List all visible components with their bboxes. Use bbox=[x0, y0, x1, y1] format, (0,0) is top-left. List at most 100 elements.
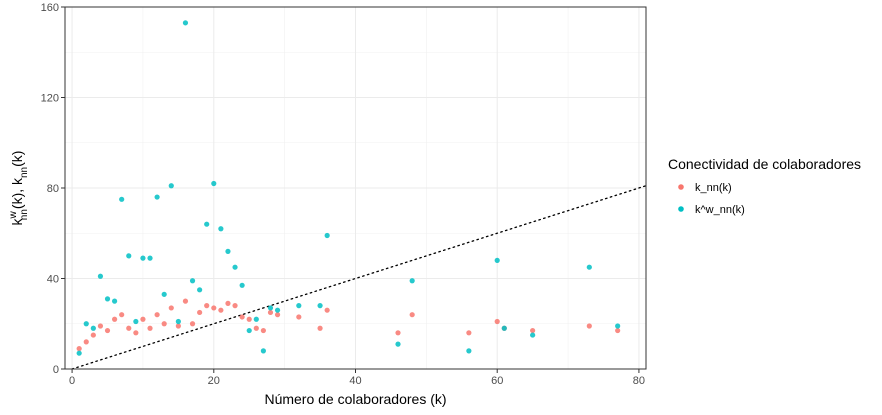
y-axis-title-base1: k bbox=[9, 217, 25, 225]
x-tick-label: 20 bbox=[208, 375, 220, 387]
point-series-2 bbox=[175, 318, 181, 325]
point-series-2 bbox=[168, 183, 174, 189]
point-series-1 bbox=[76, 346, 82, 352]
point-series-1 bbox=[126, 325, 132, 331]
point-series-2 bbox=[182, 20, 189, 26]
point-series-2 bbox=[83, 321, 89, 327]
point-series-2 bbox=[126, 253, 132, 259]
point-series-2 bbox=[154, 194, 160, 200]
point-series-1 bbox=[83, 339, 89, 345]
y-tick-label: 80 bbox=[47, 183, 59, 195]
point-series-2 bbox=[586, 264, 592, 270]
legend-key-2 bbox=[678, 206, 684, 212]
point-series-2 bbox=[501, 325, 507, 331]
point-series-2 bbox=[204, 221, 210, 227]
point-series-2 bbox=[133, 318, 139, 325]
point-series-1 bbox=[615, 327, 621, 334]
point-series-1 bbox=[530, 327, 536, 334]
point-series-1 bbox=[409, 312, 415, 318]
point-series-2 bbox=[296, 303, 302, 309]
point-series-1 bbox=[274, 312, 281, 318]
point-series-1 bbox=[133, 330, 139, 336]
legend-label-2: k^w_nn(k) bbox=[695, 204, 745, 216]
point-series-2 bbox=[161, 291, 167, 297]
point-series-2 bbox=[494, 257, 500, 263]
point-series-1 bbox=[218, 307, 224, 313]
point-series-1 bbox=[466, 330, 472, 336]
reference-line-layer bbox=[71, 185, 647, 370]
point-series-2 bbox=[530, 332, 536, 338]
point-series-2 bbox=[409, 278, 415, 284]
x-tick-label: 80 bbox=[633, 375, 645, 387]
point-series-2 bbox=[260, 348, 266, 354]
point-series-2 bbox=[225, 248, 231, 254]
point-series-1 bbox=[189, 321, 196, 327]
y-tick-label: 160 bbox=[41, 2, 59, 14]
point-series-1 bbox=[147, 325, 153, 331]
point-series-1 bbox=[253, 325, 259, 331]
point-series-1 bbox=[154, 312, 160, 318]
point-series-1 bbox=[161, 321, 167, 327]
point-series-2 bbox=[140, 255, 146, 261]
y-axis-title-mid: (k), k bbox=[9, 177, 25, 209]
point-series-1 bbox=[395, 330, 401, 336]
point-series-1 bbox=[90, 332, 96, 338]
point-series-2 bbox=[90, 325, 96, 331]
point-series-2 bbox=[104, 296, 111, 302]
point-series-1 bbox=[225, 300, 231, 306]
point-series-1 bbox=[317, 325, 323, 331]
point-series-2 bbox=[274, 307, 281, 313]
point-series-1 bbox=[182, 298, 189, 304]
y-tick-label: 0 bbox=[53, 364, 59, 376]
point-series-2 bbox=[111, 298, 118, 304]
points-layer bbox=[76, 20, 621, 356]
point-series-1 bbox=[111, 316, 118, 322]
point-series-1 bbox=[246, 316, 252, 322]
point-series-2 bbox=[324, 232, 330, 239]
point-series-2 bbox=[239, 282, 245, 288]
point-series-1 bbox=[211, 305, 217, 311]
point-series-1 bbox=[260, 327, 266, 334]
x-tick-label: 60 bbox=[491, 375, 503, 387]
y-axis-title-sub1: nn bbox=[19, 209, 30, 220]
point-series-2 bbox=[218, 226, 224, 232]
y-axis-title-end: (k) bbox=[9, 151, 25, 167]
point-series-2 bbox=[197, 287, 203, 293]
point-series-1 bbox=[168, 305, 174, 311]
point-series-2 bbox=[395, 341, 401, 347]
legend-key-1 bbox=[678, 184, 684, 190]
point-series-2 bbox=[97, 273, 104, 279]
point-series-2 bbox=[211, 180, 217, 187]
point-series-2 bbox=[317, 303, 323, 309]
x-tick-label: 40 bbox=[349, 375, 361, 387]
point-series-2 bbox=[615, 323, 621, 329]
legend-items: k_nn(k) k^w_nn(k) bbox=[678, 182, 745, 216]
x-tick-label: 0 bbox=[69, 375, 75, 387]
point-series-2 bbox=[267, 305, 274, 311]
legend-title: Conectividad de colaboradores bbox=[668, 156, 861, 172]
point-series-1 bbox=[97, 323, 104, 329]
y-tick-label: 120 bbox=[41, 93, 59, 105]
point-series-1 bbox=[140, 316, 146, 322]
y-axis-ticks: 0 40 80 120 160 bbox=[41, 2, 65, 376]
point-series-1 bbox=[175, 323, 181, 329]
x-axis-ticks: 0 20 40 60 80 bbox=[69, 369, 645, 387]
legend: Conectividad de colaboradores k_nn(k) k^w… bbox=[668, 156, 861, 216]
point-series-1 bbox=[104, 327, 111, 334]
point-series-2 bbox=[246, 327, 252, 334]
point-series-2 bbox=[119, 196, 125, 202]
y-tick-label: 40 bbox=[47, 274, 59, 286]
point-series-2 bbox=[189, 278, 196, 284]
point-series-2 bbox=[466, 348, 472, 354]
point-series-1 bbox=[324, 307, 330, 313]
y-axis-title-sub2: nn bbox=[19, 167, 30, 178]
y-axis-title: kwnn(k), knn(k) bbox=[8, 151, 30, 226]
point-series-1 bbox=[494, 318, 500, 325]
point-series-1 bbox=[197, 309, 203, 316]
legend-label-1: k_nn(k) bbox=[695, 182, 732, 194]
y-axis-title-sup1: w bbox=[8, 210, 19, 219]
point-series-1 bbox=[239, 314, 245, 320]
x-axis-title: Número de colaboradores (k) bbox=[264, 391, 446, 407]
point-series-1 bbox=[296, 314, 302, 320]
